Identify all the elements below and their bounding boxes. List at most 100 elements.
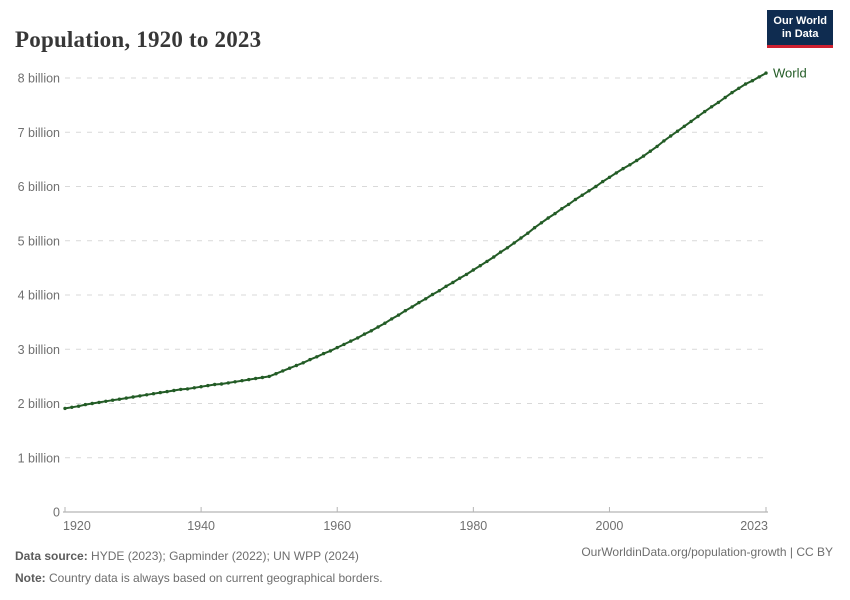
owid-logo[interactable]: Our World in Data [767, 10, 833, 48]
data-point [349, 339, 353, 343]
y-tick-label: 5 billion [18, 234, 60, 248]
data-point [90, 401, 94, 406]
data-point [138, 394, 142, 398]
y-tick-label: 0 [53, 506, 60, 520]
data-point [267, 374, 271, 379]
data-point [594, 184, 598, 189]
y-axis-labels: 0 1 billion 2 billion 3 billion 4 billion 5 b… [18, 72, 60, 520]
data-point [124, 396, 128, 400]
x-tick-label: 1940 [187, 519, 215, 533]
note-label: Note: [15, 571, 46, 585]
x-tick-label: 1920 [63, 519, 91, 533]
x-tick-label: 2000 [596, 519, 624, 533]
data-point [403, 309, 407, 313]
data-point [526, 231, 530, 235]
data-point [70, 405, 74, 409]
data-point [723, 95, 727, 100]
data-point [451, 280, 455, 285]
data-point [396, 313, 401, 317]
page-title: Population, 1920 to 2023 [15, 27, 262, 53]
data-point [464, 272, 469, 277]
data-point [287, 366, 292, 370]
y-tick-label: 6 billion [18, 180, 60, 194]
data-point [110, 398, 115, 402]
data-point [471, 268, 475, 272]
data-point [63, 406, 67, 411]
data-point [573, 197, 578, 202]
x-axis-labels: 1920 1940 1960 1980 2000 2023 [63, 519, 768, 533]
owid-link[interactable]: OurWorldinData.org/population-growth | C… [581, 545, 833, 559]
chart-footer: Data source: HYDE (2023); Gapminder (202… [15, 545, 383, 589]
y-tick-label: 1 billion [18, 451, 60, 465]
data-point [97, 400, 101, 405]
data-point [669, 134, 673, 138]
data-point [117, 397, 122, 401]
data-point [76, 404, 81, 408]
data-point [417, 300, 421, 305]
data-point [219, 382, 224, 386]
data-point [83, 402, 88, 407]
data-point [260, 375, 265, 380]
data-point [315, 355, 319, 359]
x-tick-label: 2023 [740, 519, 768, 533]
data-point [628, 163, 632, 167]
data-point [512, 241, 516, 245]
data-point [206, 383, 210, 388]
data-point [308, 357, 312, 362]
data-point [498, 250, 503, 254]
data-point [655, 144, 659, 149]
data-point [362, 332, 367, 336]
data-point [641, 154, 646, 158]
data-point [281, 369, 285, 373]
data-point [369, 329, 373, 333]
data-point [165, 389, 169, 394]
data-point [376, 325, 380, 329]
data-point [151, 392, 156, 396]
data-point [675, 129, 680, 133]
data-source-label: Data source: [15, 549, 88, 563]
data-point [560, 207, 564, 211]
data-point [104, 399, 108, 403]
note-text: Country data is always based on current … [45, 571, 383, 585]
data-point [342, 342, 346, 347]
data-point [444, 284, 448, 288]
data-point [437, 289, 441, 293]
data-point [192, 386, 196, 390]
data-point [335, 345, 339, 350]
data-point [737, 86, 741, 91]
data-point [519, 236, 523, 240]
data-point [662, 139, 666, 143]
data-point [696, 114, 700, 119]
data-point [233, 380, 237, 384]
data-point [750, 79, 755, 83]
data-point [601, 179, 605, 184]
data-point [131, 395, 135, 399]
series-end-label: World [773, 66, 807, 81]
y-tick-label: 2 billion [18, 397, 60, 411]
data-point [294, 363, 299, 368]
data-point [709, 105, 714, 109]
data-point [458, 276, 462, 280]
data-point [703, 109, 707, 114]
data-point [757, 75, 761, 79]
data-point [213, 382, 217, 387]
data-point [607, 175, 612, 179]
data-point [614, 171, 618, 175]
x-tick-label: 1960 [323, 519, 351, 533]
y-tick-label: 7 billion [18, 126, 60, 140]
data-point [621, 166, 625, 171]
data-point [226, 381, 230, 385]
data-point [356, 336, 360, 340]
data-point [247, 377, 251, 382]
note-line: Note: Country data is always based on cu… [15, 567, 383, 589]
data-point [185, 387, 190, 391]
data-source-text: HYDE (2023); Gapminder (2022); UN WPP (2… [87, 549, 359, 563]
data-point [172, 388, 176, 393]
data-point [328, 349, 333, 353]
data-point [546, 216, 550, 220]
data-point [743, 82, 748, 86]
data-point [158, 390, 162, 395]
data-point [478, 264, 482, 268]
data-point [730, 90, 734, 95]
data-point [716, 100, 721, 105]
